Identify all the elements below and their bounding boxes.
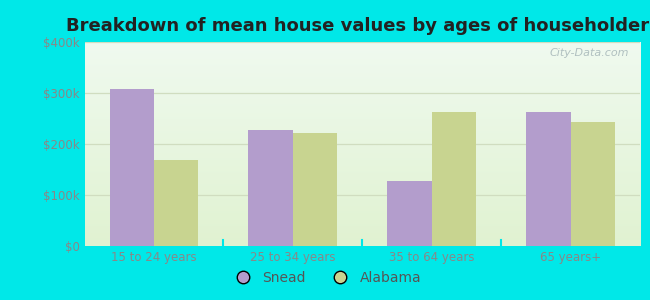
Bar (248, 130, 293, 246)
Legend: Snead, Alabama: Snead, Alabama (223, 265, 427, 290)
Bar (387, 181, 432, 246)
Bar (109, 89, 154, 246)
Text: City-Data.com: City-Data.com (550, 48, 629, 58)
Bar (293, 133, 337, 246)
Bar (432, 112, 476, 246)
Title: Breakdown of mean house values by ages of householders: Breakdown of mean house values by ages o… (66, 17, 650, 35)
Bar (526, 112, 571, 246)
Bar (154, 160, 198, 246)
Bar (571, 122, 616, 246)
